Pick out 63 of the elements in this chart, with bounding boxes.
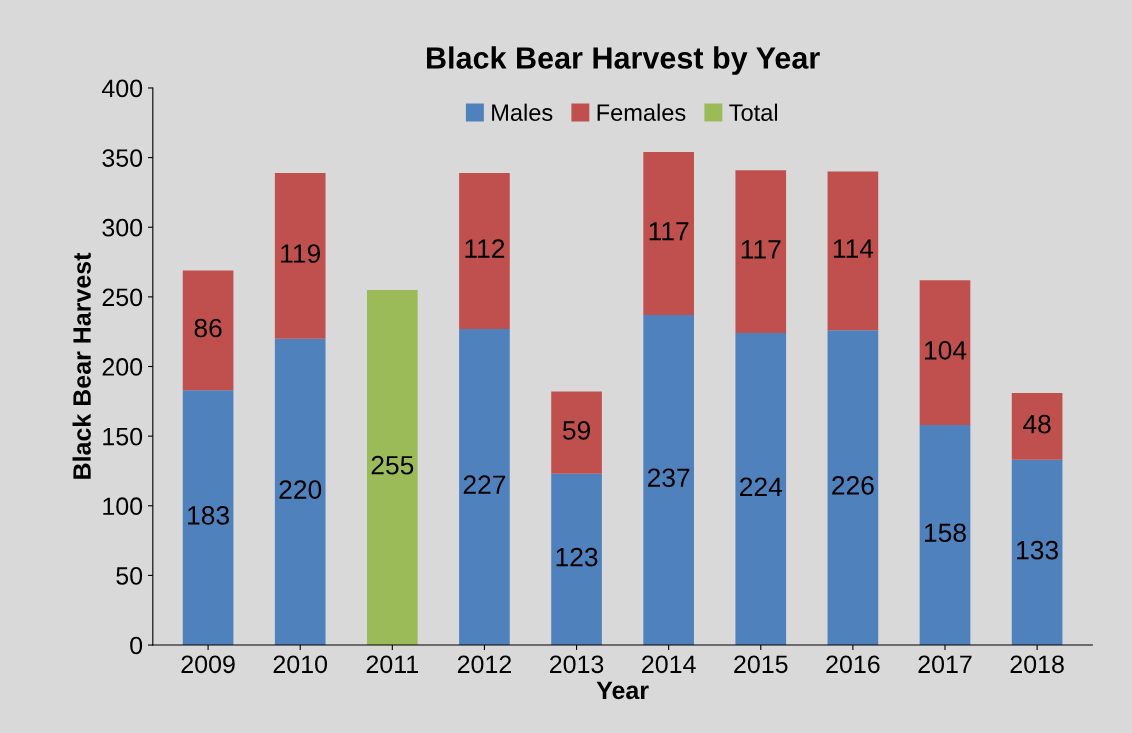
bar — [459, 328, 510, 646]
bar — [366, 289, 418, 646]
data-label: 183 — [188, 506, 229, 525]
bar — [827, 171, 879, 331]
y-tick-label: 250 — [102, 288, 143, 307]
x-tick-label: 2011 — [366, 655, 418, 674]
data-label: 104 — [925, 340, 967, 360]
x-tick-label: 2010 — [273, 655, 328, 674]
x-tick-label: 2009 — [181, 655, 235, 674]
y-axis-title: Black Bear Harvest — [72, 252, 91, 479]
x-tick-label: 2016 — [826, 655, 880, 674]
x-tick-label: 2015 — [734, 655, 788, 674]
y-tick-label: 350 — [102, 149, 143, 167]
bar — [459, 172, 510, 329]
chart-title: Black Bear Harvest by Year — [427, 46, 820, 75]
bar — [919, 280, 971, 425]
data-label: 237 — [647, 468, 690, 488]
bar — [827, 330, 879, 646]
bar — [274, 172, 326, 339]
y-tick-label: 100 — [103, 497, 143, 516]
x-tick-label: 2018 — [1010, 655, 1064, 674]
bar — [735, 170, 787, 334]
data-label: 117 — [649, 222, 689, 241]
bar — [1011, 392, 1063, 460]
x-tick-label: 2012 — [457, 655, 511, 674]
data-label: 224 — [740, 477, 783, 496]
legend-label: Total — [729, 103, 778, 121]
data-label: 227 — [463, 475, 506, 494]
data-label: 48 — [1023, 414, 1051, 434]
bar — [1011, 459, 1063, 646]
bar — [643, 152, 694, 315]
data-label: 114 — [833, 239, 874, 258]
data-label: 123 — [556, 547, 598, 567]
data-label: 112 — [465, 239, 505, 258]
data-label: 86 — [194, 318, 222, 338]
y-tick-label: 0 — [130, 636, 143, 655]
bar — [735, 333, 787, 646]
y-tick-label: 400 — [101, 79, 143, 98]
bar — [274, 338, 326, 646]
data-label: 226 — [832, 476, 874, 495]
bar — [551, 473, 602, 646]
data-label: 255 — [371, 455, 414, 475]
legend-label: Males — [492, 103, 553, 121]
bar — [182, 270, 234, 391]
y-tick-label: 300 — [102, 218, 143, 237]
x-tick-label: 2013 — [550, 655, 604, 674]
bar — [551, 391, 602, 474]
y-tick-label: 150 — [103, 427, 143, 446]
bar — [919, 424, 971, 646]
y-tick-label: 50 — [116, 567, 143, 585]
data-label: 158 — [925, 523, 966, 543]
x-axis-title: Year — [596, 681, 649, 700]
x-tick-label: 2014 — [642, 655, 696, 674]
legend-label: Females — [597, 103, 686, 121]
data-label: 117 — [741, 240, 781, 259]
data-label: 220 — [279, 480, 322, 499]
data-label: 59 — [562, 421, 590, 440]
bar — [643, 314, 694, 646]
data-label: 133 — [1017, 540, 1058, 560]
bar — [182, 390, 234, 646]
data-label: 119 — [281, 244, 320, 263]
x-tick-label: 2017 — [918, 655, 972, 674]
y-tick-label: 200 — [102, 358, 143, 376]
